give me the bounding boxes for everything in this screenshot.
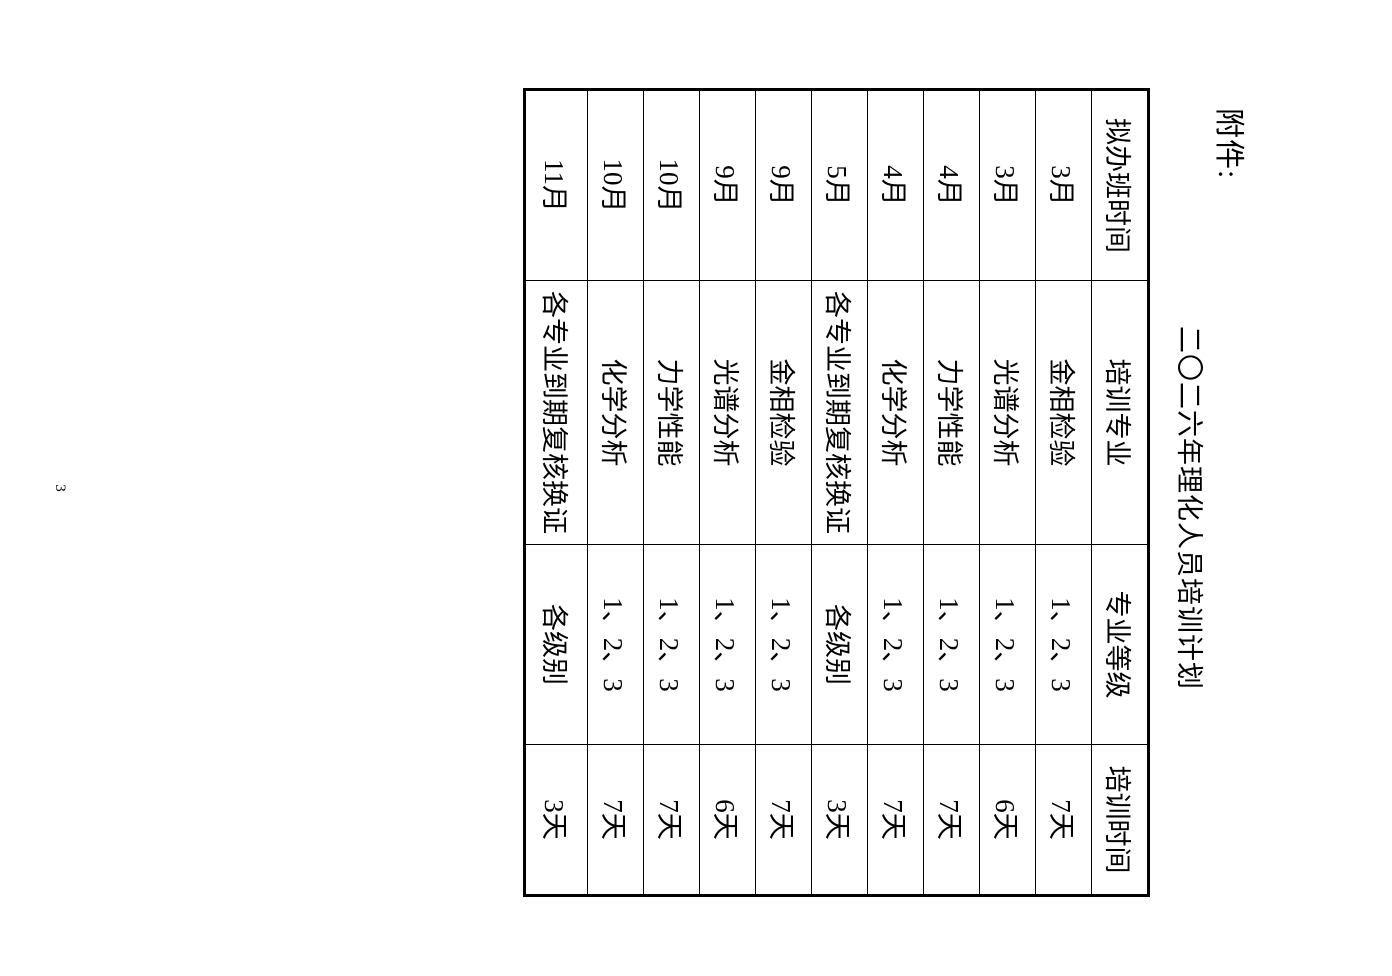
table-cell: 各级别 (811, 544, 868, 745)
table-cell: 各专业到期复核换证 (811, 280, 868, 545)
table-header: 拟办班时间 培训专业 专业等级 培训时间 (1091, 89, 1149, 896)
table-row: 4月 化学分析 1、2、3 7天 (867, 89, 924, 896)
column-header: 培训专业 (1091, 280, 1149, 545)
table-cell: 金相检验 (755, 280, 812, 545)
training-plan-table: 拟办班时间 培训专业 专业等级 培训时间 3月 金相检验 1、2、3 7天 3月 光谱分析 1、2… (523, 88, 1150, 897)
table-row: 10月 化学分析 1、2、3 7天 (587, 89, 644, 896)
table-cell: 1、2、3 (587, 544, 644, 745)
table-cell: 力学性能 (643, 280, 700, 545)
table-cell: 1、2、3 (643, 544, 700, 745)
table-cell: 1、2、3 (923, 544, 980, 745)
table-cell: 力学性能 (923, 280, 980, 545)
table-cell: 4月 (867, 89, 924, 281)
table-cell: 7天 (867, 744, 924, 896)
table-row: 4月 力学性能 1、2、3 7天 (923, 89, 980, 896)
table-cell: 7天 (923, 744, 980, 896)
table-body: 3月 金相检验 1、2、3 7天 3月 光谱分析 1、2、3 6天 4月 力学性能 1、2、3 7天 4… (524, 89, 1092, 896)
table-cell: 化学分析 (867, 280, 924, 545)
table-cell: 光谱分析 (699, 280, 756, 545)
table-row: 3月 金相检验 1、2、3 7天 (1035, 89, 1092, 896)
table-cell: 3天 (811, 744, 868, 896)
table-row: 9月 金相检验 1、2、3 7天 (755, 89, 812, 896)
table-cell: 7天 (587, 744, 644, 896)
table-cell: 9月 (699, 89, 756, 281)
table-cell: 10月 (643, 89, 700, 281)
table-row: 11月 各专业到期复核换证 各级别 3天 (524, 89, 588, 896)
table-row: 5月 各专业到期复核换证 各级别 3天 (811, 89, 868, 896)
table-cell: 5月 (811, 89, 868, 281)
table-cell: 化学分析 (587, 280, 644, 545)
table-cell: 7天 (755, 744, 812, 896)
page-number: 3 (52, 484, 68, 492)
table-cell: 11月 (524, 89, 588, 281)
table-cell: 各专业到期复核换证 (524, 280, 588, 545)
table-cell: 3月 (979, 89, 1036, 281)
column-header: 培训时间 (1091, 744, 1149, 896)
table-cell: 3月 (1035, 89, 1092, 281)
table-cell: 7天 (1035, 744, 1092, 896)
table-cell: 10月 (587, 89, 644, 281)
table-cell: 1、2、3 (755, 544, 812, 745)
attachment-label: 附件: (1212, 108, 1245, 180)
column-header: 专业等级 (1091, 544, 1149, 745)
table-cell: 1、2、3 (1035, 544, 1092, 745)
header-row: 拟办班时间 培训专业 专业等级 培训时间 (1091, 89, 1149, 896)
table-cell: 6天 (979, 744, 1036, 896)
document-title: 二〇二六年理化人员培训计划 (1174, 326, 1204, 690)
column-header: 拟办班时间 (1091, 89, 1149, 281)
table-cell: 1、2、3 (867, 544, 924, 745)
table-cell: 4月 (923, 89, 980, 281)
table-row: 10月 力学性能 1、2、3 7天 (643, 89, 700, 896)
table-row: 3月 光谱分析 1、2、3 6天 (979, 89, 1036, 896)
table-cell: 1、2、3 (699, 544, 756, 745)
table-cell: 6天 (699, 744, 756, 896)
table-cell: 9月 (755, 89, 812, 281)
table-cell: 光谱分析 (979, 280, 1036, 545)
table-cell: 各级别 (524, 544, 588, 745)
table-cell: 3天 (524, 744, 588, 896)
table-cell: 1、2、3 (979, 544, 1036, 745)
table-cell: 7天 (643, 744, 700, 896)
table-row: 9月 光谱分析 1、2、3 6天 (699, 89, 756, 896)
table-cell: 金相检验 (1035, 280, 1092, 545)
